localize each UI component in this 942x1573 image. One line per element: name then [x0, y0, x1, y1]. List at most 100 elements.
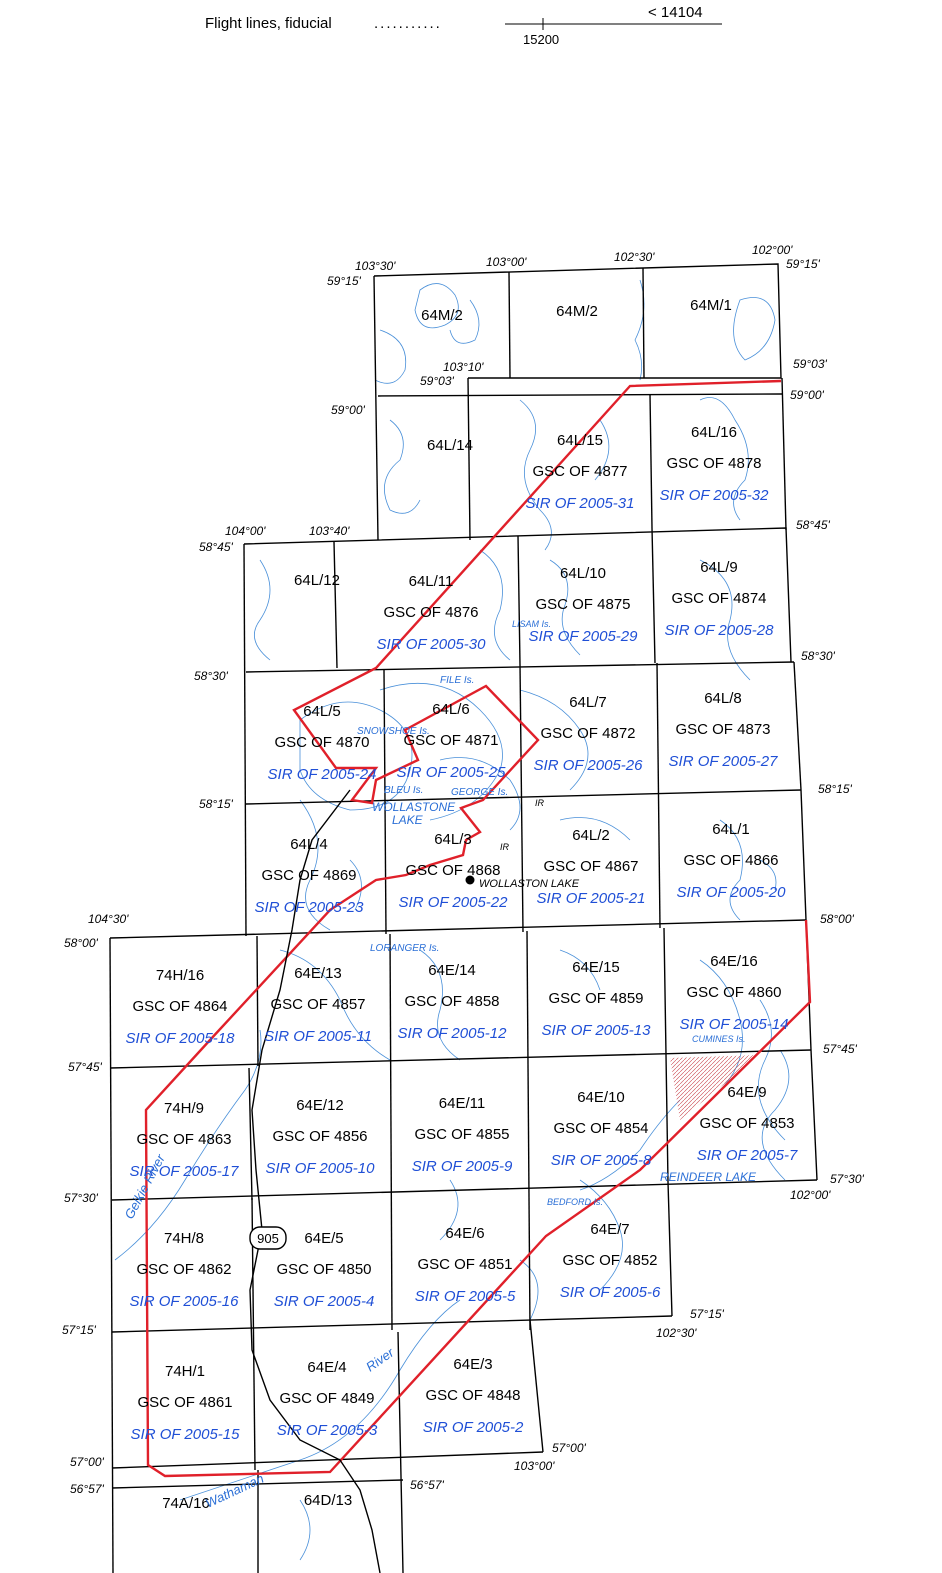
sheet-gsc-label: GSC OF 4863 [136, 1131, 231, 1148]
sheet-nts-label: 74H/16 [156, 967, 204, 984]
label-ir-1: IR [535, 798, 545, 808]
sheet-nts-label: 64M/2 [421, 307, 463, 324]
sheet-gsc-label: GSC OF 4848 [425, 1387, 520, 1404]
coordinate-labels: 103°30' 103°00' 102°30' 102°00' 59°15' 5… [62, 243, 864, 1496]
sheet-nts-label: 64L/16 [691, 424, 737, 441]
coord-lat-59-00-left: 59°00' [331, 403, 365, 417]
sheet-nts-label: 64L/2 [572, 827, 610, 844]
sheet-sir-label: SIR OF 2005-20 [677, 884, 787, 901]
sheet-sir-label: SIR OF 2005-10 [266, 1160, 376, 1177]
sheet-nts-label: 64E/13 [294, 965, 342, 982]
sheet-sir-label: SIR OF 2005-23 [255, 899, 365, 916]
legend: Flight lines, fiducial ........... < 141… [205, 4, 722, 47]
label-wollaston-lake-town: WOLLASTON LAKE [479, 878, 580, 890]
coord-lon-103-00-bottom: 103°00' [514, 1459, 555, 1473]
sheet-gsc-label: GSC OF 4860 [686, 984, 781, 1001]
sheet-nts-label: 64L/4 [290, 836, 328, 853]
sheet-sir-label: SIR OF 2005-25 [397, 764, 507, 781]
sheet-sir-label: SIR OF 2005-8 [551, 1152, 652, 1169]
label-wathaman: Wathaman [203, 1471, 266, 1511]
sheet-gsc-label: GSC OF 4876 [383, 604, 478, 621]
coord-lat-57-00-right: 57°00' [552, 1441, 586, 1455]
label-bleu-is: BLEU Is. [384, 785, 423, 796]
sheet-nts-label: 64M/1 [690, 297, 732, 314]
sheet-nts-label: 74H/1 [165, 1363, 205, 1380]
sheet-nts-label: 64E/11 [439, 1095, 485, 1112]
sheet-sir-label: SIR OF 2005-27 [669, 753, 779, 770]
sheet-sir-label: SIR OF 2005-22 [399, 894, 509, 911]
sheet-sir-label: SIR OF 2005-29 [529, 628, 639, 645]
coord-lat-57-45-right: 57°45' [823, 1042, 857, 1056]
coord-lon-102-00-top: 102°00' [752, 243, 793, 257]
sheet-gsc-label: GSC OF 4877 [532, 463, 627, 480]
label-bedford-is: BEDFORD Is. [547, 1197, 603, 1207]
label-lisam-is: LISAM Is. [512, 619, 551, 629]
coord-lat-58-15-left: 58°15' [199, 797, 233, 811]
sheet-nts-label: 64L/11 [409, 573, 454, 590]
coord-lon-103-30: 103°30' [355, 259, 396, 273]
coord-lon-103-40: 103°40' [309, 524, 350, 538]
hydrography [114, 279, 790, 1561]
coord-lat-59-03-left: 59°03' [420, 374, 454, 388]
sheet-gsc-label: GSC OF 4866 [683, 852, 778, 869]
coord-lon-102-00-bottom: 102°00' [790, 1188, 831, 1202]
sheet-sir-label: SIR OF 2005-4 [274, 1293, 375, 1310]
label-george-is: GEORGE Is. [451, 787, 508, 798]
coord-lat-56-57-right: 56°57' [410, 1478, 444, 1492]
coord-lat-58-30-left: 58°30' [194, 669, 228, 683]
sheet-nts-label: 64L/9 [700, 559, 738, 576]
sheet-nts-label: 64L/6 [432, 701, 470, 718]
sheet-sir-label: SIR OF 2005-3 [277, 1422, 378, 1439]
coord-lat-58-00-right: 58°00' [820, 912, 854, 926]
label-file-is: FILE Is. [440, 675, 474, 686]
sheet-gsc-label: GSC OF 4852 [562, 1252, 657, 1269]
sheet-nts-label: 64E/14 [428, 962, 476, 979]
sheet-gsc-label: GSC OF 4864 [132, 998, 227, 1015]
sheet-nts-label: 64E/12 [296, 1097, 344, 1114]
label-ir-2: IR [500, 842, 510, 852]
label-geikie-river: Geikie River [121, 1151, 168, 1221]
sheet-gsc-label: GSC OF 4849 [279, 1390, 374, 1407]
sheet-sir-label: SIR OF 2005-11 [264, 1028, 372, 1045]
sheet-gsc-label: GSC OF 4867 [543, 858, 638, 875]
sheet-nts-label: 64E/3 [453, 1356, 492, 1373]
sheet-sir-label: SIR OF 2005-24 [268, 766, 377, 783]
sheet-nts-label: 64E/5 [304, 1230, 343, 1247]
label-wollaston: WOLLASTONE [372, 800, 456, 814]
coord-lat-59-15-left: 59°15' [327, 274, 361, 288]
sheet-gsc-label: GSC OF 4873 [675, 721, 770, 738]
sheet-gsc-label: GSC OF 4862 [136, 1261, 231, 1278]
sheet-gsc-label: GSC OF 4857 [270, 996, 365, 1013]
coord-lat-59-15-right: 59°15' [786, 257, 820, 271]
sheet-gsc-label: GSC OF 4872 [540, 725, 635, 742]
coord-lat-56-57-left: 56°57' [70, 1482, 104, 1496]
coord-lon-103-10: 103°10' [443, 360, 484, 374]
coord-lat-58-45-right: 58°45' [796, 518, 830, 532]
coord-lon-104-30: 104°30' [88, 912, 129, 926]
sheet-sir-label: SIR OF 2005-15 [131, 1426, 241, 1443]
coord-lat-57-00-left: 57°00' [70, 1455, 104, 1469]
coord-lat-57-30-right: 57°30' [830, 1172, 864, 1186]
sheet-sir-label: SIR OF 2005-17 [130, 1163, 240, 1180]
sheet-sir-label: SIR OF 2005-31 [526, 495, 635, 512]
sheet-nts-label: 64E/4 [307, 1359, 346, 1376]
sheet-sir-label: SIR OF 2005-7 [697, 1147, 798, 1164]
sheet-nts-label: 64E/15 [572, 959, 620, 976]
sheet-gsc-label: GSC OF 4850 [276, 1261, 371, 1278]
sheet-gsc-label: GSC OF 4859 [548, 990, 643, 1007]
coord-lat-58-45-left: 58°45' [199, 540, 233, 554]
sheet-nts-label: 64L/5 [303, 703, 341, 720]
sheet-nts-label: 64E/7 [590, 1221, 629, 1238]
sheet-nts-label: 64E/16 [710, 953, 758, 970]
sheet-gsc-label: GSC OF 4858 [404, 993, 499, 1010]
coord-lon-102-30-bottom: 102°30' [656, 1326, 697, 1340]
highway-number: 905 [257, 1231, 279, 1246]
sheet-nts-label: 64E/9 [727, 1084, 766, 1101]
label-cumines-is: CUMINES Is. [692, 1034, 746, 1044]
coord-lat-57-15-right: 57°15' [690, 1307, 724, 1321]
sheet-nts-label: 64E/10 [577, 1089, 625, 1106]
sheet-nts-label: 64L/15 [557, 432, 603, 449]
coord-lat-58-00-left: 58°00' [64, 936, 98, 950]
legend-flight-lines-label: Flight lines, fiducial [205, 15, 332, 32]
